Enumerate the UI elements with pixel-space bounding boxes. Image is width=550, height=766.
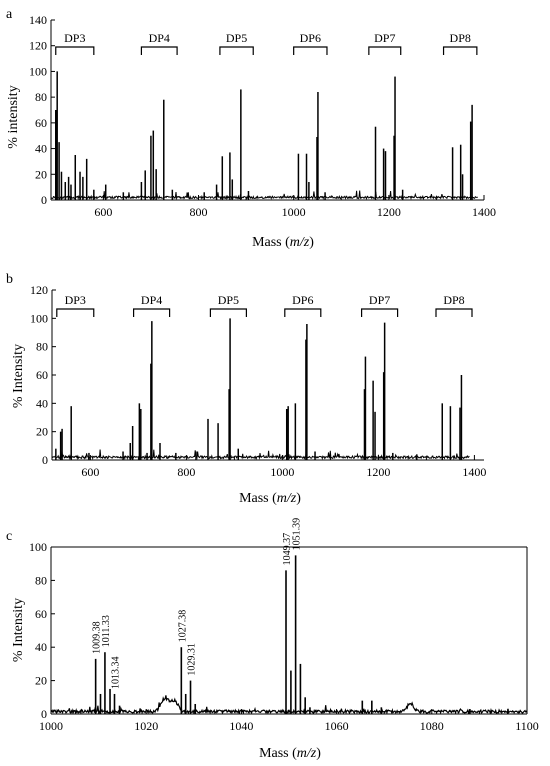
group-label: DP4: [149, 31, 170, 45]
x-axis-label-text-a: Mass: [252, 235, 282, 250]
y-tick-label: 60: [35, 607, 47, 621]
y-tick-label: 40: [35, 640, 47, 654]
x-axis-label-unit-c: m/z: [297, 746, 317, 761]
y-tick-label: 0: [42, 453, 48, 467]
x-axis-label-unit-a: m/z: [290, 235, 310, 250]
y-tick-label: 20: [35, 674, 47, 688]
x-tick-label: 1400: [472, 205, 496, 219]
x-axis-label-c: Mass (m/z): [259, 746, 321, 761]
x-axis-label-unit-b: m/z: [277, 491, 297, 506]
peak-label: 1051.39: [292, 518, 303, 551]
y-tick-label: 100: [29, 64, 47, 78]
y-tick-label: 0: [41, 707, 47, 721]
y-tick-label: 0: [41, 193, 47, 207]
group-bracket: [284, 308, 322, 317]
x-tick-label: 1080: [420, 719, 444, 733]
group-label: DP5: [226, 31, 247, 45]
x-axis-label-a: Mass (m/z): [252, 235, 314, 250]
peak-label: 1027.38: [177, 610, 188, 643]
x-tick-label: 1200: [366, 465, 390, 479]
x-axis-label-text-b: Mass: [239, 491, 269, 506]
group-label: DP5: [218, 293, 239, 307]
y-tick-label: 20: [36, 425, 48, 439]
y-tick-label: 60: [36, 368, 48, 382]
y-tick-label: 140: [29, 13, 47, 27]
x-tick-label: 1200: [377, 205, 401, 219]
group-label: DP8: [443, 293, 464, 307]
spectrum-baseline: [51, 190, 478, 200]
group-bracket: [435, 308, 473, 317]
x-tick-label: 1060: [325, 719, 349, 733]
group-label: DP3: [64, 31, 85, 45]
y-tick-label: 100: [30, 311, 48, 325]
x-tick-label: 600: [81, 465, 99, 479]
y-axis-label-c: % Intensity: [11, 598, 26, 662]
plot-area-b: 0 20 40 60 80 100 120 600 800 1000 1200 1400 DP3 DP4 D…: [30, 283, 486, 479]
group-bracket: [140, 46, 178, 55]
y-axis-label-a: % intensity: [6, 85, 21, 148]
y-tick-label: 80: [35, 573, 47, 587]
group-label: DP7: [369, 293, 390, 307]
x-tick-label: 1040: [229, 719, 253, 733]
x-tick-label: 1000: [39, 719, 63, 733]
group-bracket: [361, 308, 399, 317]
peak-label: 1013.34: [110, 656, 121, 689]
y-tick-label: 120: [30, 283, 48, 297]
y-tick-label: 80: [36, 340, 48, 354]
group-bracket: [209, 308, 247, 317]
panel-letter-b: b: [6, 272, 13, 287]
plot-area-a: 0 20 40 60 80 100 120 140 600 800 1000 1200 1400 DP3 D…: [29, 13, 496, 219]
group-label: DP7: [374, 31, 395, 45]
group-label: DP6: [292, 293, 313, 307]
y-tick-label: 20: [35, 167, 47, 181]
y-tick-label: 40: [35, 142, 47, 156]
panel-letter-a: a: [6, 7, 13, 22]
group-bracket: [293, 46, 328, 55]
x-axis-label-b: Mass (m/z): [239, 491, 301, 506]
x-tick-label: 1000: [282, 205, 306, 219]
x-tick-label: 600: [94, 205, 112, 219]
panel-c: c % Intensity Mass (m/z) 0 20 40 60 80 100 100…: [6, 518, 539, 761]
y-tick-label: 40: [36, 396, 48, 410]
group-bracket: [219, 46, 254, 55]
x-tick-label: 800: [190, 205, 208, 219]
peak-label: 1049.37: [282, 533, 293, 566]
peak-label: 1011.33: [101, 615, 112, 647]
x-tick-label: 1100: [515, 719, 539, 733]
group-label: DP6: [300, 31, 321, 45]
x-tick-label: 1020: [134, 719, 158, 733]
peak-label: 1029.31: [187, 643, 198, 676]
panel-b: b % Intensity Mass (m/z) 0 20 40 60 80 100 120…: [6, 272, 486, 506]
x-tick-label: 800: [177, 465, 195, 479]
y-tick-label: 120: [29, 39, 47, 53]
group-label: DP8: [450, 31, 471, 45]
group-bracket: [442, 46, 478, 55]
spectrum-baseline: [52, 449, 470, 460]
group-label: DP4: [141, 293, 162, 307]
group-bracket: [55, 46, 95, 55]
x-axis-label-text-c: Mass: [259, 746, 289, 761]
y-tick-label: 80: [35, 90, 47, 104]
panel-letter-c: c: [6, 529, 12, 544]
panel-a: a % intensity Mass (m/z) 0 20 40 60 80 100 120…: [6, 7, 496, 250]
y-axis-label-b: % Intensity: [11, 344, 26, 408]
group-bracket: [56, 308, 95, 317]
group-label: DP3: [65, 293, 86, 307]
y-tick-label: 60: [35, 116, 47, 130]
y-tick-label: 100: [29, 540, 47, 554]
group-bracket: [368, 46, 402, 55]
spectrum-baseline: [51, 695, 527, 714]
group-bracket: [133, 308, 171, 317]
x-tick-label: 1400: [462, 465, 486, 479]
plot-area-c: 0 20 40 60 80 100 1000 1020 1040 1060 1080 1100 1009…: [29, 518, 539, 733]
peak-label: 1009.38: [92, 621, 103, 654]
x-tick-label: 1000: [270, 465, 294, 479]
